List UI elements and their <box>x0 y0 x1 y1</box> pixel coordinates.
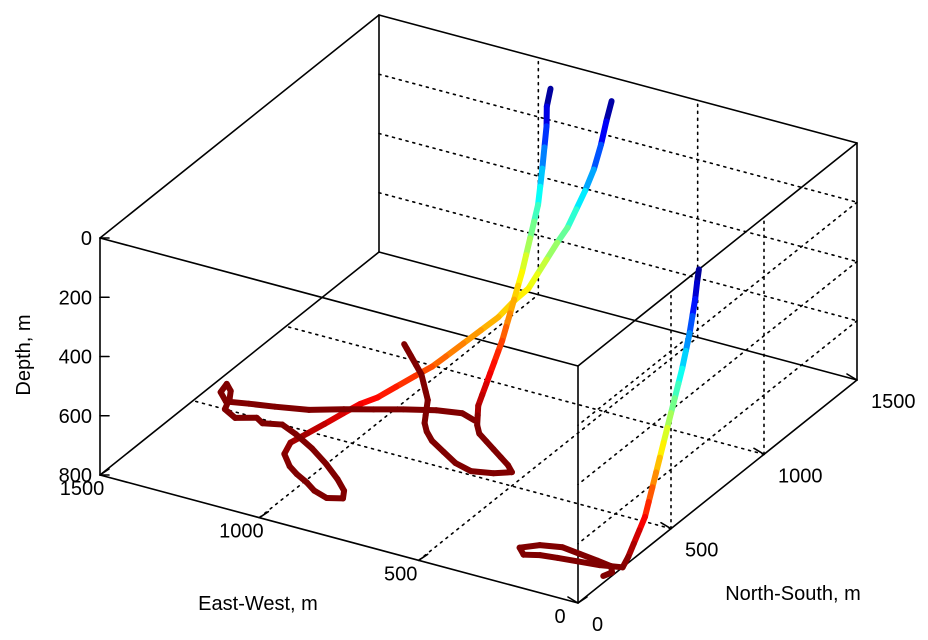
trajectory-segment <box>308 445 330 468</box>
trajectory-segment <box>679 347 689 372</box>
x-tick <box>417 553 429 562</box>
trajectory-segment <box>245 400 278 410</box>
trajectory-3 <box>516 266 702 580</box>
box-edge <box>99 14 380 239</box>
y-tick-label: 1000 <box>778 465 823 487</box>
x-tick <box>258 510 270 519</box>
trajectory-segment <box>433 407 466 417</box>
trajectory-segment <box>516 542 543 551</box>
trajectory-segment <box>564 206 580 231</box>
z-tick-label: 0 <box>81 228 92 250</box>
trajectory-segment <box>292 431 315 452</box>
y-tick <box>567 596 579 604</box>
trajectory-segment <box>582 166 597 194</box>
trajectory-segment <box>537 552 561 561</box>
trajectory-segment <box>477 314 502 334</box>
axes-box <box>99 14 858 604</box>
z-axis-label: Depth, m <box>13 314 35 395</box>
x-tick <box>577 596 588 604</box>
y-tick <box>660 521 672 530</box>
grid-line <box>577 319 858 545</box>
trajectory-segment <box>554 554 582 565</box>
x-tick-label: 1000 <box>219 521 264 543</box>
grid-line <box>577 260 858 486</box>
trajectory-segment <box>554 224 571 246</box>
trajectory-segment <box>573 187 589 213</box>
trajectory-segment <box>323 461 341 483</box>
trajectory-segment <box>393 372 419 390</box>
grid-line <box>577 201 858 427</box>
trajectory-segment <box>537 165 546 190</box>
trajectory-segment <box>576 550 601 564</box>
trajectory-segment <box>442 340 467 360</box>
trajectory-segment <box>321 410 347 428</box>
trajectory-segment <box>597 118 610 148</box>
trajectory-2 <box>401 85 554 477</box>
tick-marks <box>99 237 858 604</box>
y-tick-label: 500 <box>685 540 718 562</box>
trajectory-segment <box>600 569 616 580</box>
y-tick <box>753 447 765 456</box>
box-edge <box>99 474 579 604</box>
y-axis-label: North-South, m <box>725 583 861 605</box>
grid-line <box>192 399 672 530</box>
trajectory-segment <box>603 98 615 125</box>
trajectory-segment <box>401 341 410 352</box>
trajectory-segment <box>271 403 313 413</box>
trajectory-segment <box>575 558 603 569</box>
z-tick-label: 800 <box>59 465 92 487</box>
trajectory-segment <box>539 144 548 172</box>
box-edge <box>99 251 380 476</box>
z-tick-label: 400 <box>59 347 92 369</box>
y-tick-label: 0 <box>592 614 603 636</box>
grid-line <box>417 336 699 562</box>
grid-line <box>285 325 765 456</box>
trajectory-segment <box>490 469 515 477</box>
trajectory-segment <box>682 330 693 354</box>
z-tick-label: 600 <box>59 406 92 428</box>
trajectory-segment <box>412 363 436 379</box>
trajectory-segment <box>400 406 440 414</box>
trajectory-segment <box>467 468 497 477</box>
x-tick-label: 1500 <box>60 478 105 500</box>
grid-line <box>378 191 858 322</box>
trajectory-segment <box>460 327 484 347</box>
y-tick-label: 1500 <box>871 391 916 413</box>
trajectory-segment <box>304 421 328 437</box>
trajectory-segment <box>543 85 554 110</box>
trajectory-segment <box>541 123 550 151</box>
trajectory-segment <box>590 141 604 173</box>
tick-labels: 0 500 1000 1500 0 500 1000 1500 0 200 400 600 800 <box>59 228 916 636</box>
box-edge <box>378 251 858 381</box>
x-tick-label: 0 <box>554 606 565 628</box>
x-tick-label: 500 <box>384 563 417 585</box>
box-edge <box>378 14 858 144</box>
grid-lines <box>192 56 858 562</box>
trajectory-segment <box>374 383 400 401</box>
trajectory-segment <box>357 394 381 407</box>
x-tick <box>99 468 110 476</box>
grid-line <box>378 132 858 263</box>
grid-line <box>378 73 858 204</box>
y-tick <box>846 373 858 381</box>
trajectory-segment <box>559 544 583 557</box>
trajectory-segment <box>459 410 478 424</box>
box-edge <box>99 237 579 367</box>
trajectory-segment <box>535 183 544 208</box>
trajectory-series <box>217 85 702 580</box>
trajectory-segment <box>306 406 347 413</box>
box-edge <box>577 142 858 367</box>
trajectory-segment <box>222 398 252 407</box>
trajectory-1 <box>217 98 615 502</box>
z-tick-label: 200 <box>59 287 92 309</box>
trajectory-segment <box>543 239 561 263</box>
trajectory-segment <box>536 542 566 551</box>
x-axis-label: East-West, m <box>198 593 318 615</box>
trajectory-segment <box>259 420 286 428</box>
